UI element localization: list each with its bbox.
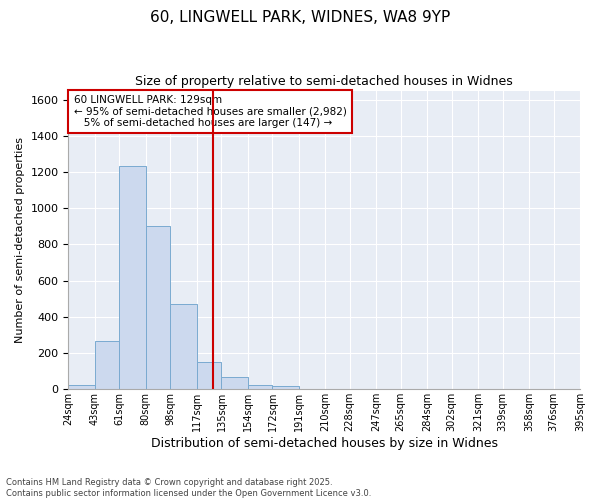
Bar <box>272 386 299 390</box>
Text: Contains HM Land Registry data © Crown copyright and database right 2025.
Contai: Contains HM Land Registry data © Crown c… <box>6 478 371 498</box>
Bar <box>119 166 146 390</box>
Text: 60, LINGWELL PARK, WIDNES, WA8 9YP: 60, LINGWELL PARK, WIDNES, WA8 9YP <box>150 10 450 25</box>
Y-axis label: Number of semi-detached properties: Number of semi-detached properties <box>15 137 25 343</box>
Title: Size of property relative to semi-detached houses in Widnes: Size of property relative to semi-detach… <box>136 75 513 88</box>
Bar <box>197 362 221 390</box>
X-axis label: Distribution of semi-detached houses by size in Widnes: Distribution of semi-detached houses by … <box>151 437 498 450</box>
Text: 60 LINGWELL PARK: 129sqm
← 95% of semi-detached houses are smaller (2,982)
   5%: 60 LINGWELL PARK: 129sqm ← 95% of semi-d… <box>74 95 346 128</box>
Bar <box>170 304 197 390</box>
Bar <box>248 385 272 390</box>
Bar <box>146 226 170 390</box>
Bar <box>221 376 248 390</box>
Bar <box>68 385 95 390</box>
Bar <box>95 342 119 390</box>
